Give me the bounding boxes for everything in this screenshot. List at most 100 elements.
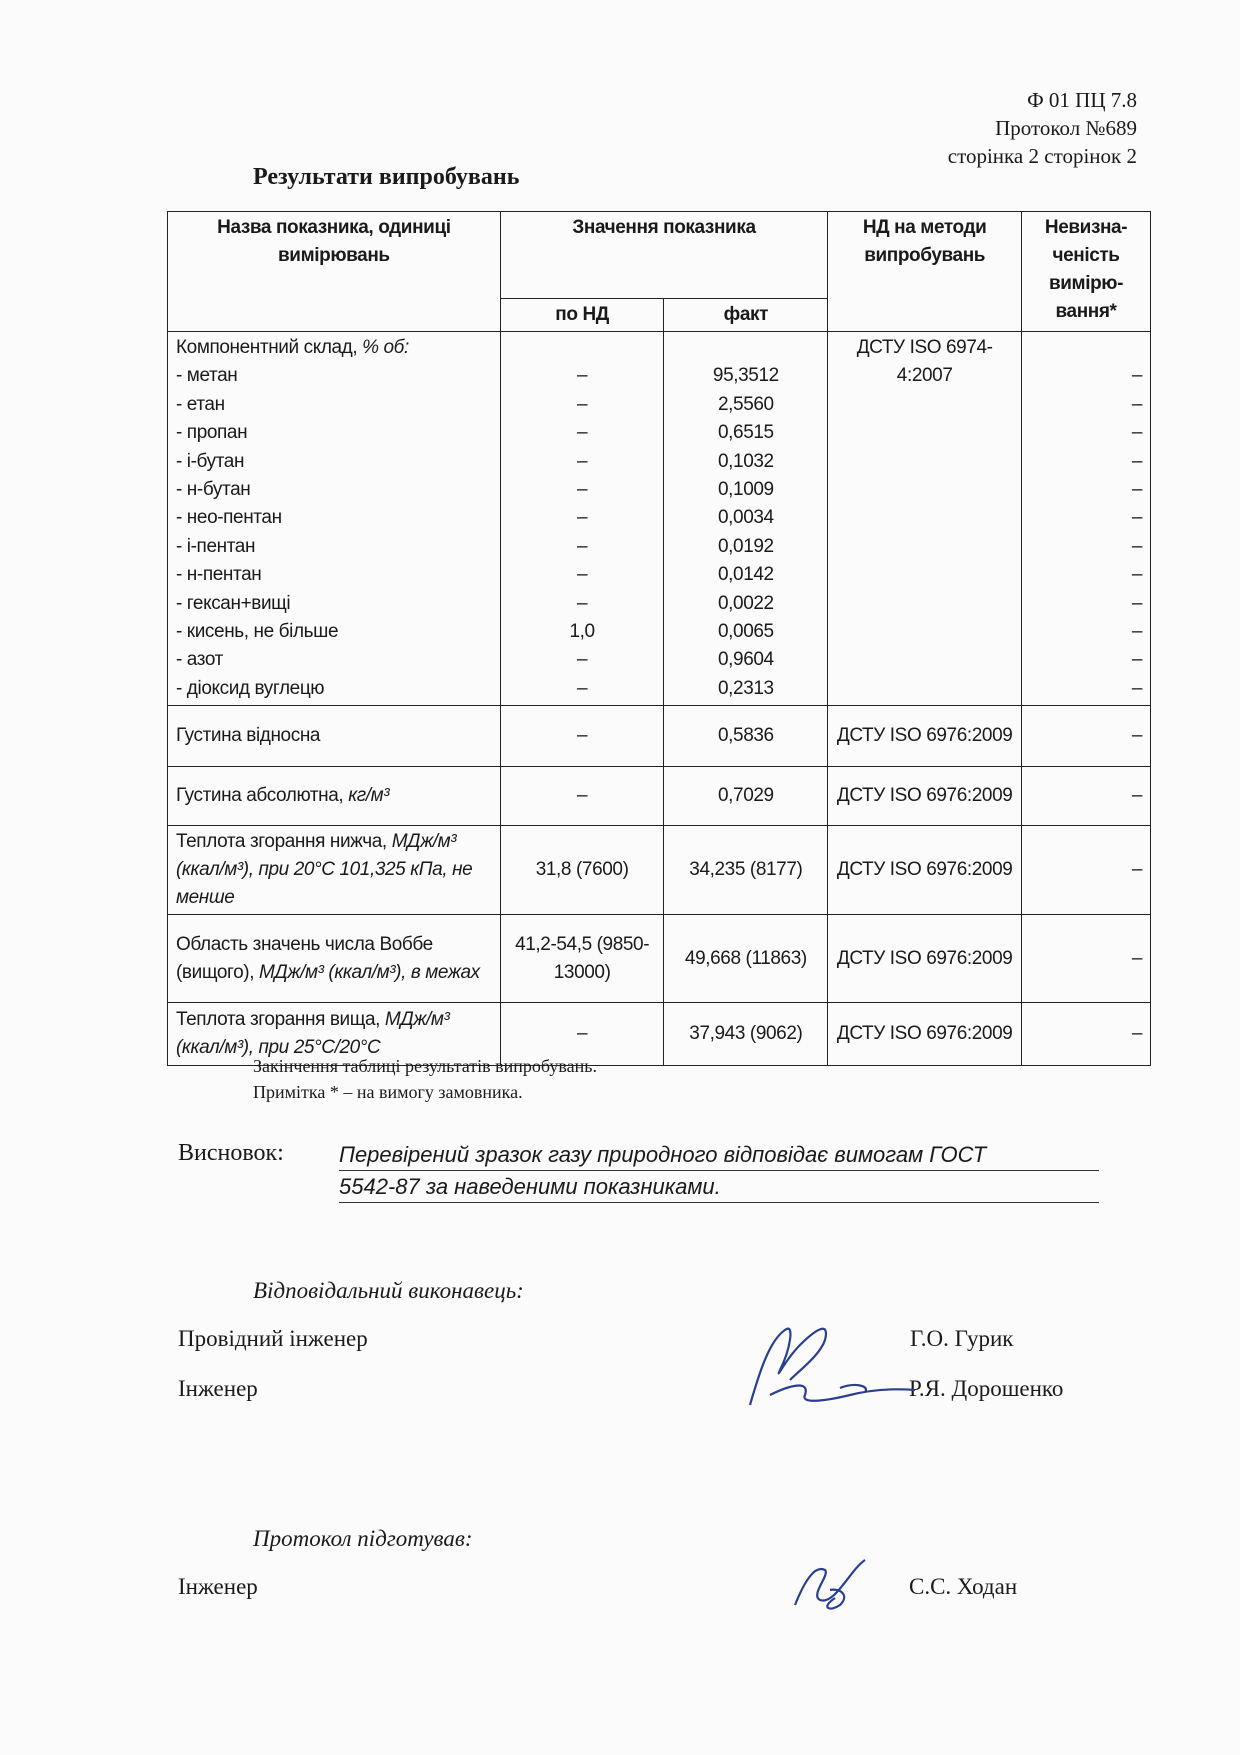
row-uncertainty: – [1021, 766, 1151, 827]
composition-item-nd: – [577, 649, 588, 671]
composition-item-fact: 0,0192 [718, 535, 774, 557]
composition-item-fact: 0,1032 [718, 450, 774, 472]
composition-item-nd: – [577, 677, 588, 699]
row-name: Теплота згорання нижча, [176, 831, 392, 853]
composition-item-uncertainty: – [1131, 677, 1143, 699]
composition-method: ДСТУ ISO 6974-4:2007 [827, 330, 1023, 707]
row-nd: – [499, 766, 665, 827]
composition-item-nd: – [577, 535, 588, 557]
composition-item-name: - етан [176, 393, 225, 415]
row-nd: – [499, 1002, 665, 1067]
header-name: Назва показника, одиниці вимірювань [167, 211, 501, 332]
results-table: Назва показника, одиниці вимірювань Знач… [167, 211, 1151, 1067]
composition-item-uncertainty: – [1131, 450, 1143, 472]
table-row: Область значень числа Воббе (вищого), МД… [167, 914, 1151, 1004]
preparer-role: Інженер [178, 1574, 258, 1599]
row-fact: 49,668 (11863) [663, 914, 829, 1004]
table-row: Теплота згорання вища, МДж/м³ (ккал/м³),… [167, 1002, 1151, 1067]
table-row: Густина абсолютна, кг/м³ – 0,7029 ДСТУ I… [167, 766, 1151, 827]
table-cell: 95,3512 2,5560 0,6515 0,1032 0,1009 0,0034 0,0… [663, 330, 829, 707]
composition-item-name: - і-бутан [176, 450, 245, 472]
page-number: сторінка 2 сторінок 2 [947, 144, 1137, 168]
row-nd: 41,2-54,5 (9850-13000) [499, 914, 665, 1004]
row-fact: 0,5836 [663, 705, 829, 768]
signature-gurik-doroshenko [748, 1327, 916, 1406]
composition-item-uncertainty: – [1131, 620, 1143, 642]
row-name: Густина абсолютна, [176, 785, 349, 807]
composition-item-nd: – [577, 507, 588, 529]
row-method: ДСТУ ISO 6976:2009 [827, 825, 1023, 916]
composition-item-uncertainty: – [1131, 507, 1143, 529]
composition-item-nd: – [577, 393, 588, 415]
row-unit: МДж/м³ (ккал/м³), при 25°С/20°С [176, 1009, 450, 1059]
composition-item-fact: 95,3512 [712, 365, 779, 387]
composition-item-name: - н-пентан [176, 564, 262, 586]
table-cell: Назва показника, одиниці вимірювань Знач… [167, 211, 1151, 332]
composition-item-nd: – [577, 450, 588, 472]
row-name: Густина відносна [176, 725, 321, 747]
header-by-nd: по НД [499, 298, 665, 332]
header-method: НД на методи випробувань [827, 211, 1023, 332]
conclusion-line-1: Перевірений зразок газу природного відпо… [339, 1140, 1099, 1171]
row-uncertainty: – [1021, 1002, 1151, 1067]
composition-item-name: - і-пентан [176, 535, 256, 557]
header-value: Значення показника [499, 211, 829, 299]
table-row: Густина відносна – 0,5836 ДСТУ ISO 6976:… [167, 705, 1151, 768]
composition-item-uncertainty: – [1131, 393, 1143, 415]
composition-item-name: - нео-пентан [176, 507, 282, 529]
composition-item-fact: 0,0065 [718, 620, 774, 642]
table-end-note: Закінчення таблиці результатів випробува… [253, 1056, 597, 1076]
row-method: ДСТУ ISO 6976:2009 [827, 914, 1023, 1004]
composition-item-fact: 0,0034 [718, 507, 774, 529]
header-fact: факт [663, 298, 829, 332]
composition-item-uncertainty: – [1131, 535, 1143, 557]
signer-role: Провідний інженер [178, 1326, 368, 1351]
signer-name: Р.Я. Дорошенко [909, 1376, 1064, 1401]
header-uncertainty: Невизна-ченість вимірю-вання* [1021, 211, 1151, 332]
composition-item-fact: 0,2313 [718, 677, 774, 699]
page-title: Результати випробувань [253, 164, 520, 190]
row-unit: кг/м³ [348, 785, 390, 807]
table-cell: Компонентний склад, % об: - метан - етан - … [167, 330, 501, 707]
signature-khodan [793, 1559, 866, 1610]
row-fact: 37,943 (9062) [663, 1002, 829, 1067]
row-name: Область значень числа Воббе (вищого), [176, 933, 433, 983]
composition-item-uncertainty: – [1131, 564, 1143, 586]
composition-item-fact: 0,0142 [718, 564, 774, 586]
row-fact: 0,7029 [663, 766, 829, 827]
table-cell: – – – – – – – – – 1,0 – – [499, 330, 665, 707]
composition-item-fact: 0,9604 [718, 649, 774, 671]
row-nd: – [499, 705, 665, 768]
signer-name: Г.О. Гурик [910, 1326, 1014, 1351]
table-row: Теплота згорання нижча, МДж/м³ (ккал/м³)… [167, 825, 1151, 916]
composition-item-name: - кисень, не більше [176, 620, 339, 642]
conclusion-label: Висновок: [178, 1140, 284, 1166]
composition-item-name: - азот [176, 649, 223, 671]
footnote: Примітка * – на вимогу замовника. [253, 1082, 523, 1102]
prepared-heading: Протокол підготував: [253, 1526, 473, 1551]
preparer-name: С.С. Ходан [909, 1574, 1018, 1599]
composition-item-fact: 0,6515 [718, 422, 774, 444]
protocol-number: Протокол №689 [995, 116, 1137, 140]
composition-item-name: - метан [176, 365, 238, 387]
table-cell: Густина абсолютна, кг/м³ [167, 766, 501, 827]
composition-item-nd: – [577, 564, 588, 586]
table-cell: Область значень числа Воббе (вищого), МД… [167, 914, 501, 1004]
row-uncertainty: – [1021, 914, 1151, 1004]
row-unit: МДж/м³ (ккал/м³), в межах [259, 961, 480, 983]
composition-item-nd: – [577, 478, 588, 500]
composition-item-fact: 0,1009 [718, 478, 774, 500]
row-method: ДСТУ ISO 6976:2009 [827, 1002, 1023, 1067]
row-uncertainty: – [1021, 825, 1151, 916]
composition-item-fact: 2,5560 [718, 393, 774, 415]
composition-item-name: - гексан+вищі [176, 592, 291, 614]
composition-label: Компонентний склад, [176, 337, 363, 358]
row-fact: 34,235 (8177) [663, 825, 829, 916]
composition-item-uncertainty: – [1131, 649, 1143, 671]
row-uncertainty: – [1021, 705, 1151, 768]
composition-item-uncertainty: – [1131, 422, 1143, 444]
composition-item-name: - н-бутан [176, 478, 251, 500]
conclusion-line-2: 5542-87 за наведеними показниками. [339, 1172, 1099, 1203]
table-cell: по НД факт [168, 298, 1151, 332]
composition-item-nd: – [577, 365, 588, 387]
